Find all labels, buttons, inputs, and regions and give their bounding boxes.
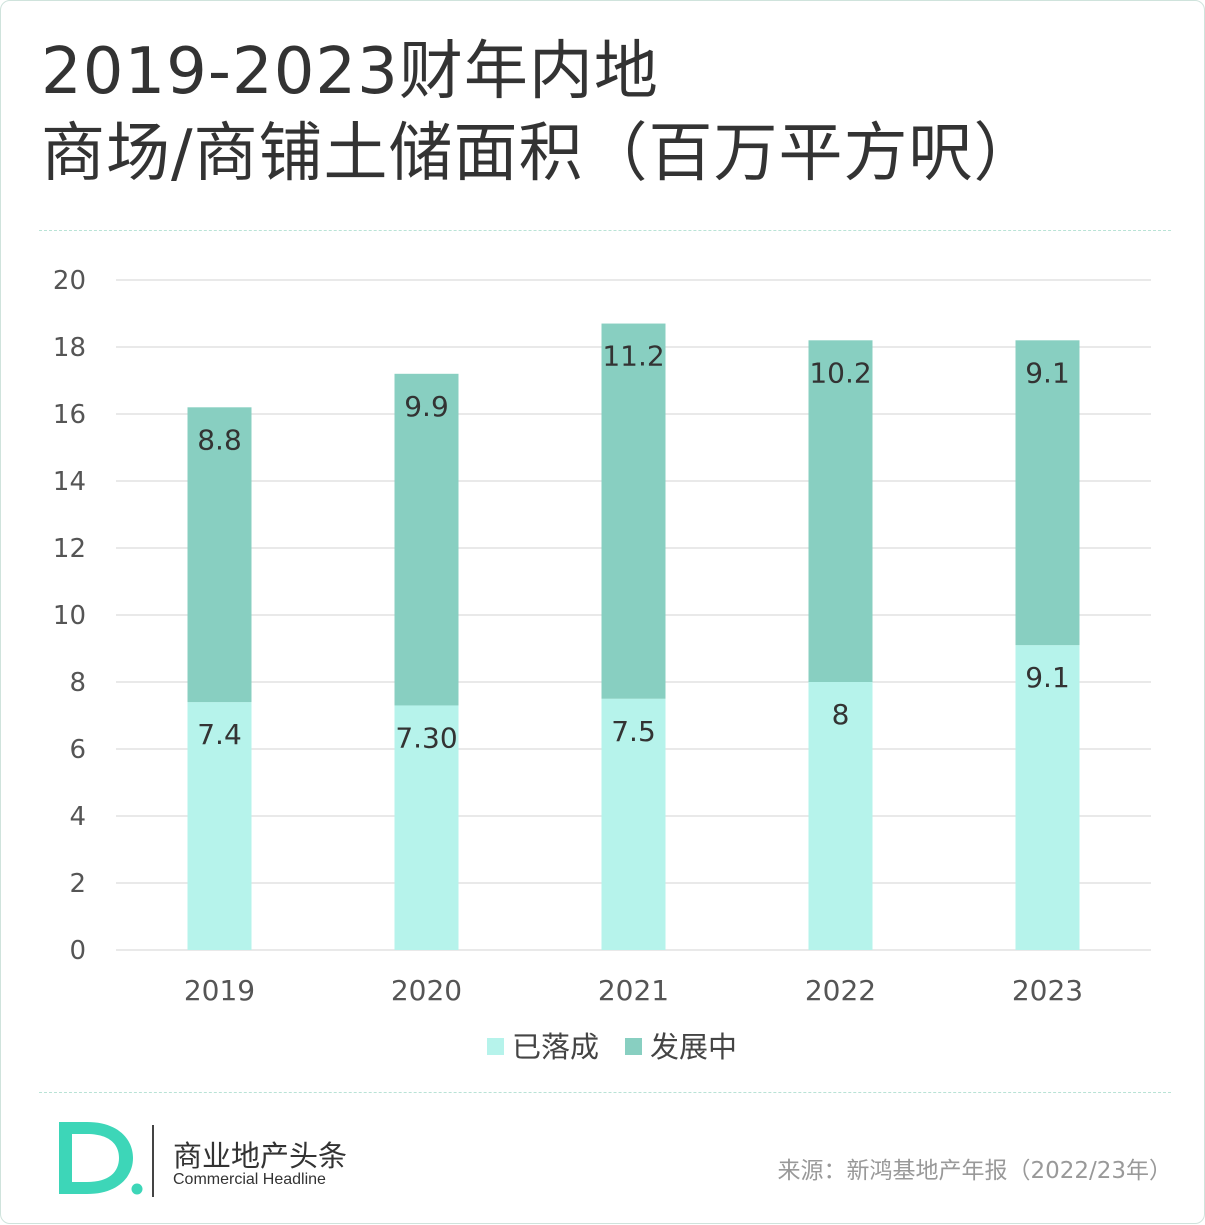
data-label: 9.1 [1025, 661, 1070, 694]
y-tick-label: 0 [69, 936, 86, 966]
logo-divider [152, 1125, 154, 1197]
title-line-2: 商场/商铺土储面积（百万平方呎） [41, 117, 1039, 191]
y-tick-label: 12 [53, 534, 86, 564]
data-label: 10.2 [809, 356, 871, 389]
y-tick-label: 2 [69, 869, 86, 899]
x-tick-label: 2023 [1012, 974, 1083, 1007]
D-logo-icon [59, 1122, 143, 1195]
bar-segment [1015, 645, 1080, 950]
data-label: 9.1 [1025, 356, 1070, 389]
title-line-1: 2019-2023财年内地 [41, 35, 659, 109]
bar-segment [601, 698, 666, 950]
data-label: 7.5 [611, 715, 656, 748]
y-tick-label: 6 [69, 735, 86, 765]
brand-name-cn: 商业地产头条 [173, 1139, 348, 1173]
bar-segment [808, 682, 873, 950]
bar-segment [1015, 340, 1080, 646]
brand-name-en: Commercial Headline [173, 1171, 326, 1188]
data-label: 8.8 [197, 423, 242, 456]
legend-label: 已落成 [512, 1030, 599, 1064]
y-tick-label: 4 [69, 802, 86, 832]
bar-segment [187, 407, 252, 703]
bar-segment [187, 702, 252, 950]
page-title: 2019-2023财年内地 商场/商铺土储面积（百万平方呎） [41, 31, 1161, 195]
data-label: 8 [832, 698, 850, 731]
y-tick-label: 20 [53, 266, 86, 296]
data-label: 7.30 [395, 721, 457, 754]
legend-label: 发展中 [650, 1030, 737, 1064]
x-tick-label: 2020 [391, 974, 462, 1007]
data-label: 9.9 [404, 390, 449, 423]
source-note: 来源：新鸿基地产年报（2022/23年） [777, 1158, 1172, 1184]
legend-swatch [625, 1038, 642, 1055]
y-tick-label: 14 [53, 467, 86, 497]
x-tick-label: 2019 [184, 974, 255, 1007]
y-tick-label: 18 [53, 333, 86, 363]
x-tick-label: 2021 [598, 974, 669, 1007]
y-tick-label: 10 [53, 601, 86, 631]
bar-segment [601, 323, 666, 699]
bar-segment [394, 373, 459, 706]
bar-segment [394, 705, 459, 950]
data-label: 7.4 [197, 718, 242, 751]
y-tick-label: 16 [53, 400, 86, 430]
legend-swatch [487, 1038, 504, 1055]
y-tick-label: 8 [69, 668, 86, 698]
bar-segment [808, 340, 873, 682]
top-divider [39, 230, 1171, 231]
data-label: 11.2 [602, 340, 664, 373]
bottom-divider [39, 1092, 1171, 1093]
x-tick-label: 2022 [805, 974, 876, 1007]
